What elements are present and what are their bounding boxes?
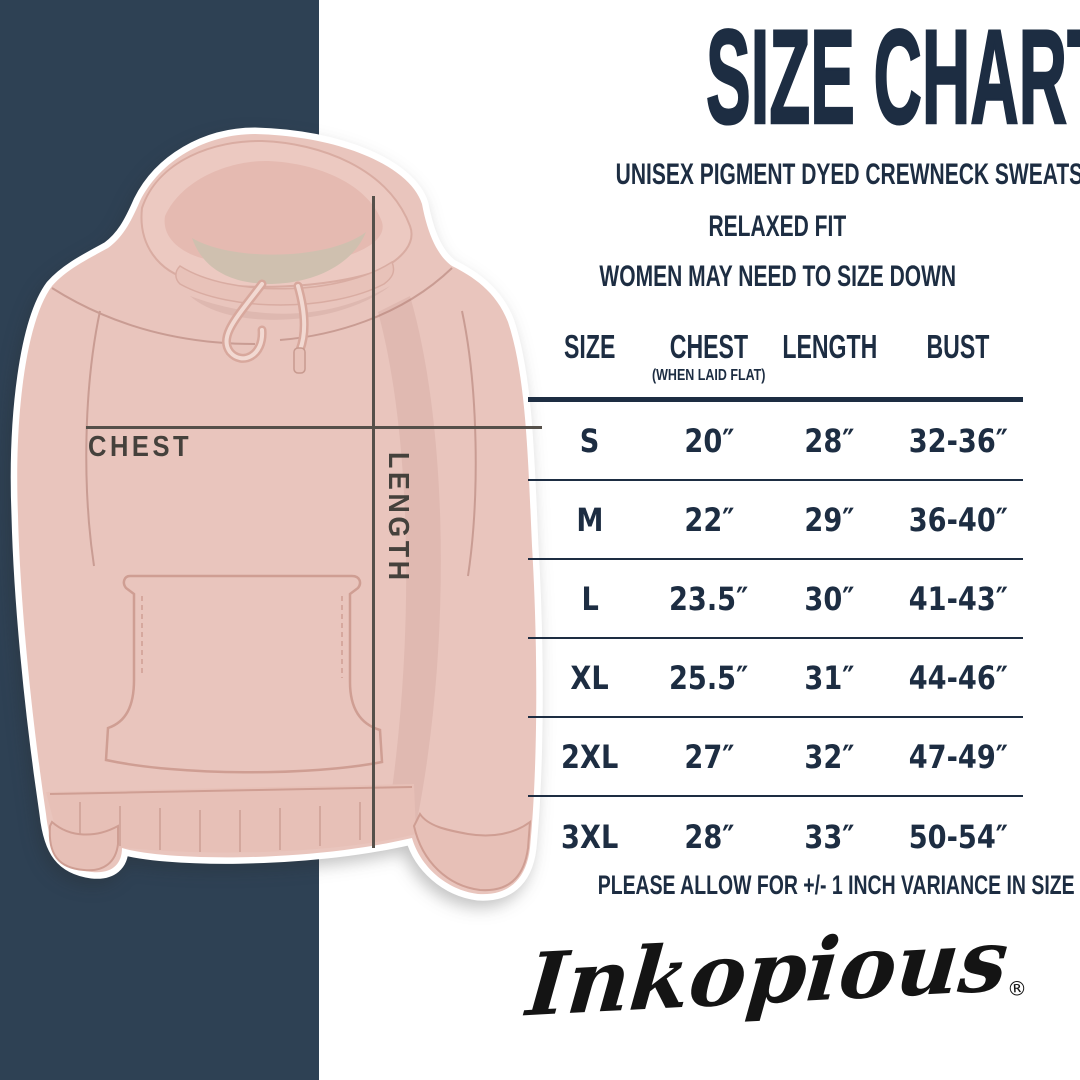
table-row-3xl: 3XL 28″ 33″ 50-54″ [561, 817, 1008, 856]
registered-trademark-icon: ® [1006, 975, 1028, 1001]
chest-measure-label: CHEST [88, 431, 193, 463]
hoodie-illustration [10, 127, 543, 901]
subtitle-sizing-advice: WOMEN MAY NEED TO SIZE DOWN [599, 260, 956, 293]
size-table-header: SIZE CHEST (WHEN LAID FLAT) LENGTH BUST [528, 325, 1023, 402]
length-measure-label: LENGTH [382, 452, 414, 584]
subtitle-product: UNISEX PIGMENT DYED CREWNECK SWEATSHIRT [615, 158, 1080, 191]
table-row-xl: XL 25.5″ 31″ 44-46″ [528, 639, 1023, 718]
table-row-s: S 20″ 28″ 32-36″ [528, 402, 1023, 481]
length-measure-line [372, 196, 375, 848]
subtitle-fit: RELAXED FIT [708, 210, 847, 243]
variance-note: PLEASE ALLOW FOR +/- 1 INCH VARIANCE IN … [597, 870, 1075, 900]
table-row-m: M 22″ 29″ 36-40″ [528, 481, 1023, 560]
column-header-chest: CHEST (WHEN LAID FLAT) [652, 328, 766, 384]
info-panel: SIZE CHART UNISEX PIGMENT DYED CREWNECK … [503, 0, 1080, 1080]
chest-measure-line [86, 426, 542, 429]
column-header-bust: BUST [926, 328, 990, 365]
brand-name: Inkopious [523, 909, 1013, 1037]
table-row-l: L 23.5″ 30″ 41-43″ [528, 560, 1023, 639]
column-header-length: LENGTH [782, 328, 877, 365]
size-table: SIZE CHEST (WHEN LAID FLAT) LENGTH BUST … [528, 325, 1023, 876]
hoodie-product-image [0, 126, 550, 916]
column-header-size: SIZE [564, 328, 616, 365]
page-title: SIZE CHART [705, 3, 1080, 152]
brand-logo: Inkopious® [503, 909, 1052, 1037]
table-row-2xl: 2XL 27″ 32″ 47-49″ [528, 718, 1023, 797]
drawstrings [221, 279, 309, 374]
